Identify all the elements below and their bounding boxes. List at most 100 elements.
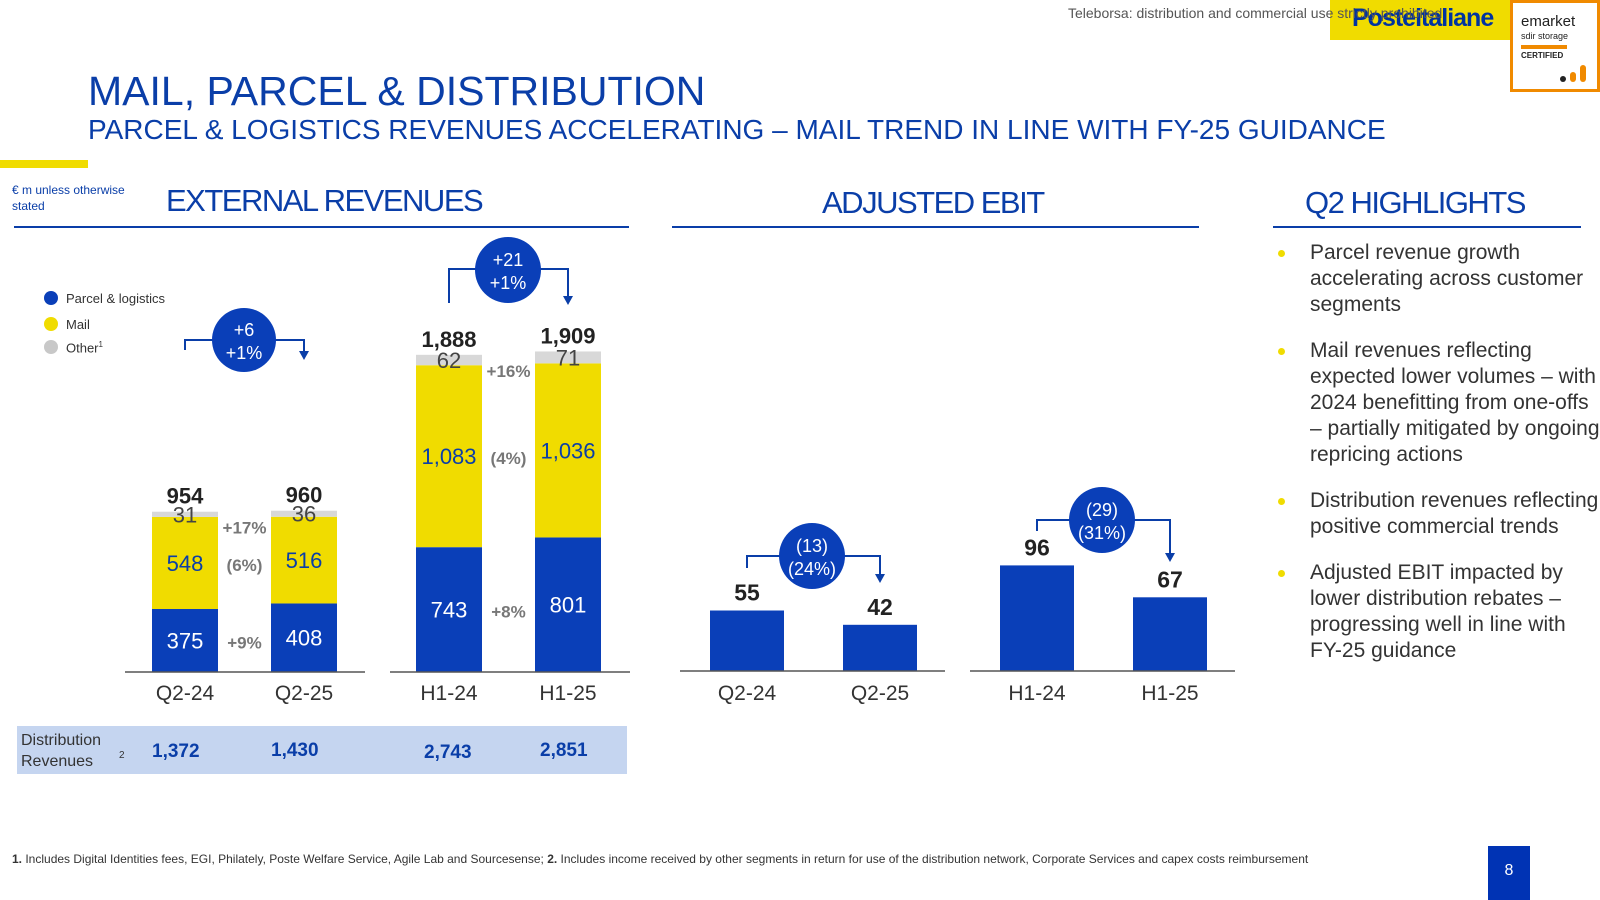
- label-other-q2-24: 31: [173, 502, 197, 527]
- highlight-text: Distribution revenues reflecting positiv…: [1310, 489, 1599, 538]
- distribution-value-q2-25: 1,430: [271, 740, 319, 761]
- label-total-q2-25: 960: [286, 483, 323, 508]
- bar-parcel-h1-24: [416, 547, 482, 672]
- label-total-q2-24: 954: [167, 484, 204, 509]
- footnote-text: Includes Digital Identities fees, EGI, P…: [22, 852, 548, 866]
- legend-dot-other: [44, 340, 58, 355]
- label-parcel-q2-24: 375: [167, 629, 204, 654]
- emarket-logo-line1: emarket: [1521, 13, 1576, 30]
- footnote: 1. Includes Digital Identities fees, EGI…: [12, 852, 1412, 866]
- page-title: MAIL, PARCEL & DISTRIBUTION: [88, 68, 706, 114]
- ebit-x-tick-q2-24: Q2-24: [718, 682, 777, 705]
- growth-other-q2: +17%: [223, 519, 267, 538]
- external-revenues-rule: [14, 226, 629, 228]
- bubble-ebit-q2: [779, 523, 845, 589]
- growth-parcel-q2: +9%: [227, 634, 262, 653]
- legend-item-mail: Mail: [44, 317, 90, 332]
- legend-item-other: Other1: [44, 340, 103, 355]
- label-other-q2-25: 36: [292, 502, 316, 527]
- accent-bar: [0, 160, 88, 168]
- x-tick-h1-24: H1-24: [420, 682, 478, 705]
- emarket-logo-line3: CERTIFIED: [1521, 51, 1564, 60]
- bullet-icon: [1278, 498, 1285, 505]
- x-tick-h1-25: H1-25: [539, 682, 596, 705]
- bubble-ebit-h1-pct: (31%): [1078, 523, 1126, 543]
- emarket-logo-line2: sdir storage: [1521, 31, 1569, 41]
- highlight-item: Adjusted EBIT impacted by lower distribu…: [1262, 560, 1600, 664]
- bullet-icon: [1278, 570, 1285, 577]
- page-number: 8: [1488, 846, 1530, 900]
- legend-item-parcel: Parcel & logistics: [44, 291, 165, 306]
- bar-parcel-q2-24: [152, 609, 218, 672]
- bubble-revenues-h1-value: +21: [493, 250, 524, 270]
- distribution-revenues-footnote-ref: 2: [119, 749, 125, 761]
- label-parcel-h1-24: 743: [431, 598, 468, 623]
- legend-footnote-ref: 1: [98, 340, 103, 349]
- label-mail-q2-25: 516: [286, 548, 323, 573]
- bullet-icon: [1278, 250, 1285, 257]
- bubble-ebit-q2-pct: (24%): [788, 559, 836, 579]
- highlight-item: Parcel revenue growth accelerating acros…: [1262, 240, 1600, 318]
- ebit-bar-h1-25: [1133, 597, 1207, 671]
- emarket-logo-bar: [1521, 45, 1567, 49]
- legend-label: Mail: [66, 317, 90, 332]
- ebit-x-tick-q2-25: Q2-25: [851, 682, 909, 705]
- ebit-x-tick-h1-24: H1-24: [1008, 682, 1066, 705]
- ebit-label-h1-24: 96: [1024, 534, 1050, 560]
- growth-mail-q2: (6%): [227, 556, 263, 575]
- bubble-revenues-q2: [212, 308, 276, 372]
- highlight-text: Adjusted EBIT impacted by lower distribu…: [1310, 561, 1566, 662]
- ebit-bar-q2-24: [710, 610, 784, 671]
- bar-mail-q2-24: [152, 516, 218, 609]
- ebit-x-tick-h1-25: H1-25: [1141, 682, 1198, 705]
- label-parcel-q2-25: 408: [286, 626, 323, 651]
- bar-parcel-q2-25: [271, 603, 337, 672]
- adjusted-ebit-title: ADJUSTED EBIT: [822, 185, 1045, 220]
- highlight-item: Distribution revenues reflecting positiv…: [1262, 488, 1600, 540]
- bar-parcel-h1-25: [535, 537, 601, 672]
- highlight-text: Mail revenues reflecting expected lower …: [1310, 339, 1600, 466]
- distribution-notice: Teleborsa: distribution and commercial u…: [1068, 5, 1443, 21]
- bar-mail-q2-25: [271, 516, 337, 604]
- units-note: € m unless otherwise stated: [12, 183, 125, 213]
- bullet-icon: [1278, 348, 1285, 355]
- label-mail-h1-25: 1,036: [540, 438, 595, 463]
- connector-ebit-q2-arrowhead: [875, 574, 885, 583]
- connector-revenues-q2-arrowhead: [299, 351, 309, 360]
- bubble-ebit-h1-value: (29): [1086, 500, 1118, 520]
- label-total-h1-24: 1,888: [421, 327, 476, 352]
- ebit-bar-q2-25: [843, 624, 917, 671]
- x-tick-q2-24: Q2-24: [156, 682, 215, 705]
- bar-other-q2-24: [152, 511, 218, 517]
- bar-other-h1-24: [416, 354, 482, 366]
- bubble-ebit-q2-value: (13): [796, 536, 828, 556]
- ebit-label-q2-25: 42: [867, 594, 893, 620]
- x-tick-q2-25: Q2-25: [275, 682, 333, 705]
- q2-highlights-rule: [1273, 226, 1581, 228]
- label-mail-h1-24: 1,083: [421, 444, 476, 469]
- bar-mail-h1-24: [416, 365, 482, 548]
- distribution-revenues-band: [17, 726, 627, 774]
- label-parcel-h1-25: 801: [550, 593, 587, 618]
- growth-parcel-h1: +8%: [491, 603, 526, 622]
- footnote-text: Includes income received by other segmen…: [557, 852, 1309, 866]
- distribution-value-h1-24: 2,743: [424, 742, 472, 763]
- label-mail-q2-24: 548: [167, 551, 204, 576]
- growth-other-h1: +16%: [487, 362, 531, 381]
- signal-bars-icon: [1560, 65, 1586, 82]
- bubble-revenues-q2-value: +6: [234, 320, 255, 340]
- ebit-label-q2-24: 55: [734, 580, 760, 606]
- emarket-certified-logo: emarket sdir storage CERTIFIED: [1510, 0, 1600, 92]
- brand-logo: Posteitaliane: [1352, 4, 1494, 32]
- legend-dot-parcel: [44, 291, 58, 305]
- bar-other-h1-25: [535, 351, 601, 364]
- label-other-h1-25: 71: [556, 345, 580, 370]
- brand-banner: [1330, 0, 1510, 40]
- growth-mail-h1: (4%): [491, 449, 527, 468]
- adjusted-ebit-rule: [672, 226, 1199, 228]
- distribution-value-q2-24: 1,372: [152, 741, 200, 762]
- q2-highlights-title: Q2 HIGHLIGHTS: [1305, 185, 1526, 220]
- footnote-number: 1.: [12, 852, 23, 866]
- footnote-number: 2.: [547, 852, 558, 866]
